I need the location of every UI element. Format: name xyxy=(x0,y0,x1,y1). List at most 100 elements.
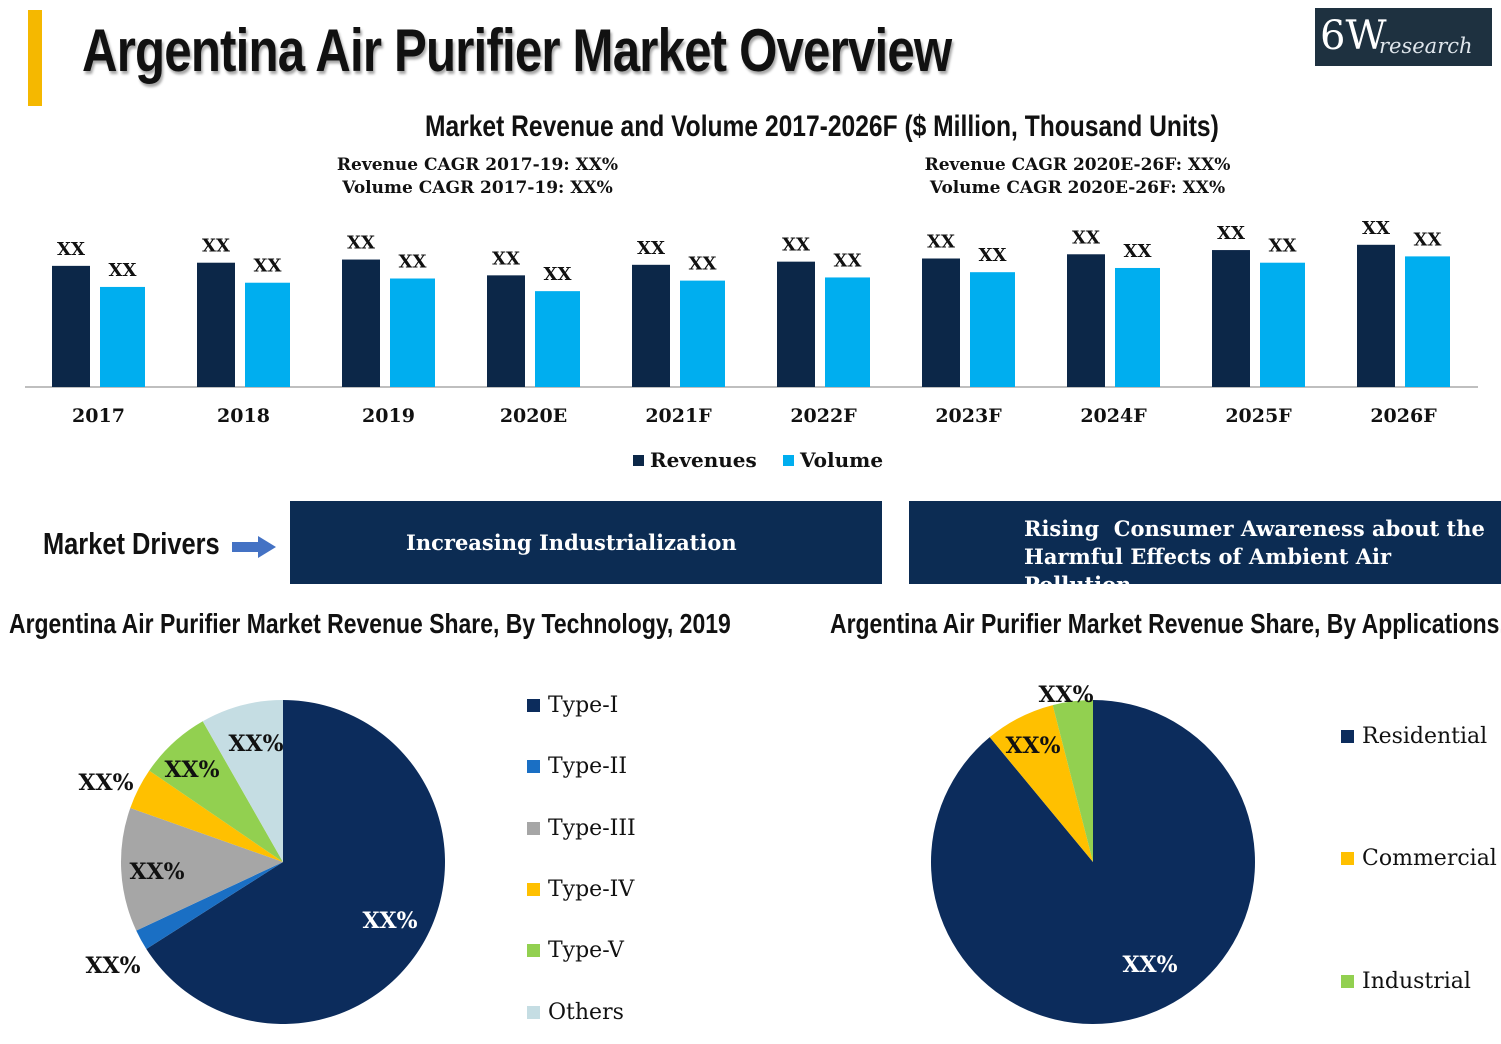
pie-data-label: XX% xyxy=(1122,952,1177,978)
legend-label: Type-IV xyxy=(548,877,635,902)
applications-chart-title: Argentina Air Purifier Market Revenue Sh… xyxy=(830,608,1501,639)
revenue-volume-bar-chart: XX XX 2017 XX XX 2018 XX XX 2019 XX XX 2020E XX XX 202… xyxy=(25,218,1478,427)
bar-data-label: XX xyxy=(782,235,810,256)
market-drivers-label: Market Drivers xyxy=(43,526,220,561)
x-tick-label: 2024F xyxy=(1080,405,1147,427)
applications-pie-chart: XX% XX% XX% xyxy=(931,682,1255,1024)
bar-revenues-2018 xyxy=(197,262,235,387)
cagr-historical: Revenue CAGR 2017-19: XX% Volume CAGR 20… xyxy=(300,154,655,200)
legend-swatch xyxy=(527,760,540,773)
bar-volume-2018 xyxy=(245,282,290,387)
cagr-revenue-historical: Revenue CAGR 2017-19: XX% xyxy=(336,155,619,175)
cagr-volume-historical: Volume CAGR 2017-19: XX% xyxy=(342,178,613,198)
legend-label: Industrial xyxy=(1362,969,1471,994)
legend-label: Residential xyxy=(1362,724,1488,749)
legend-swatch xyxy=(1341,730,1354,743)
legend-swatch xyxy=(527,883,540,896)
legend-item-type-ii: Type-II xyxy=(527,754,627,779)
bar-data-label: XX xyxy=(637,238,665,259)
legend-swatch xyxy=(527,699,540,712)
legend-item-residential: Residential xyxy=(1341,724,1487,749)
bar-volume-2017 xyxy=(100,286,145,387)
bar-data-label: XX xyxy=(1414,229,1442,250)
pie-data-label: XX% xyxy=(129,859,184,885)
bar-data-label: XX xyxy=(399,252,427,273)
legend-swatch xyxy=(527,822,540,835)
x-tick-label: 2021F xyxy=(645,405,712,427)
legend-swatch xyxy=(527,944,540,957)
legend-item-commercial: Commercial xyxy=(1341,846,1497,871)
x-tick-label: 2022F xyxy=(790,405,857,427)
pie-data-label: XX% xyxy=(228,731,283,757)
x-tick-label: 2026F xyxy=(1370,405,1437,427)
cagr-revenue-forecast: Revenue CAGR 2020E-26F: XX% xyxy=(924,155,1231,175)
legend-label: Type-V xyxy=(548,938,624,963)
x-tick-label: 2020E xyxy=(500,405,567,427)
bar-data-label: XX xyxy=(1072,227,1100,248)
legend-volume: Volume xyxy=(783,448,883,472)
legend-swatch-revenues xyxy=(633,454,644,466)
title-accent-bar xyxy=(28,10,42,106)
x-tick-label: 2019 xyxy=(362,405,415,427)
bar-revenues-2022F xyxy=(777,261,815,387)
pie-data-label: XX% xyxy=(164,757,219,783)
legend-label: Type-II xyxy=(548,754,628,779)
logo-mark: 6W xyxy=(1320,13,1387,59)
bar-volume-2023F xyxy=(970,272,1015,387)
legend-label-revenues: Revenues xyxy=(650,448,757,472)
legend-label: Commercial xyxy=(1362,846,1497,871)
arrow-right-icon xyxy=(232,536,276,558)
x-tick-label: 2025F xyxy=(1225,405,1292,427)
driver-card-awareness: Rising Consumer Awareness about the Harm… xyxy=(909,501,1501,597)
x-tick-label: 2018 xyxy=(217,405,270,427)
pie-slice-others xyxy=(202,700,283,862)
legend-label-volume: Volume xyxy=(800,448,884,472)
legend-item-type-iii: Type-III xyxy=(527,816,636,841)
bar-revenues-2025F xyxy=(1212,250,1250,387)
driver-text-awareness: Rising Consumer Awareness about the Harm… xyxy=(1024,515,1501,599)
x-tick-label: 2023F xyxy=(935,405,1002,427)
legend-swatch xyxy=(1341,975,1354,988)
bar-data-label: XX xyxy=(979,245,1007,266)
bar-volume-2022F xyxy=(825,277,870,387)
driver-text-line: Increasing Industrialization xyxy=(406,530,737,555)
cagr-forecast: Revenue CAGR 2020E-26F: XX% Volume CAGR … xyxy=(890,154,1265,200)
bar-data-label: XX xyxy=(834,250,862,271)
bar-data-label: XX xyxy=(202,236,230,257)
legend-item-others: Others xyxy=(527,1000,624,1025)
bar-data-label: XX xyxy=(1217,223,1245,244)
pie-data-label: XX% xyxy=(1038,682,1093,708)
driver-text-line: Harmful Effects of Ambient Air Pollution xyxy=(1024,544,1392,597)
bar-volume-2021F xyxy=(680,280,725,387)
bar-revenues-2021F xyxy=(632,264,670,387)
bar-volume-2025F xyxy=(1260,262,1305,387)
legend-swatch xyxy=(527,1006,540,1019)
bar-data-label: XX xyxy=(1362,218,1390,239)
bar-revenues-2020E xyxy=(487,275,525,387)
x-tick-label: 2017 xyxy=(72,405,125,427)
legend-label: Others xyxy=(548,1000,624,1025)
bar-data-label: XX xyxy=(1269,236,1297,257)
driver-card-industrialization: Increasing Industrialization xyxy=(290,501,882,584)
legend-item-industrial: Industrial xyxy=(1341,969,1471,994)
legend-swatch-volume xyxy=(783,454,794,466)
pie-data-label: XX% xyxy=(362,908,417,934)
bar-revenues-2017 xyxy=(52,265,90,387)
pie-slice-commercial xyxy=(989,705,1093,862)
pie-slice-type-ii xyxy=(136,862,283,949)
cagr-volume-forecast: Volume CAGR 2020E-26F: XX% xyxy=(929,178,1226,198)
pie-data-label: XX% xyxy=(85,953,140,979)
bar-data-label: XX xyxy=(109,260,137,281)
pie-slice-type-v xyxy=(149,721,283,862)
bar-data-label: XX xyxy=(254,256,282,277)
legend-revenues: Revenues xyxy=(633,448,757,472)
driver-text-industrialization: Increasing Industrialization xyxy=(406,529,737,557)
pie-data-label: XX% xyxy=(78,770,133,796)
pie-slice-type-iii xyxy=(121,807,284,931)
bar-data-label: XX xyxy=(347,233,375,254)
bar-volume-2019 xyxy=(390,278,435,387)
bar-data-label: XX xyxy=(57,239,85,260)
pie-data-label: XX% xyxy=(1005,733,1060,759)
bar-data-label: XX xyxy=(492,248,520,269)
technology-pie-chart: XX% XX% XX% XX% XX% XX% xyxy=(78,700,445,1024)
